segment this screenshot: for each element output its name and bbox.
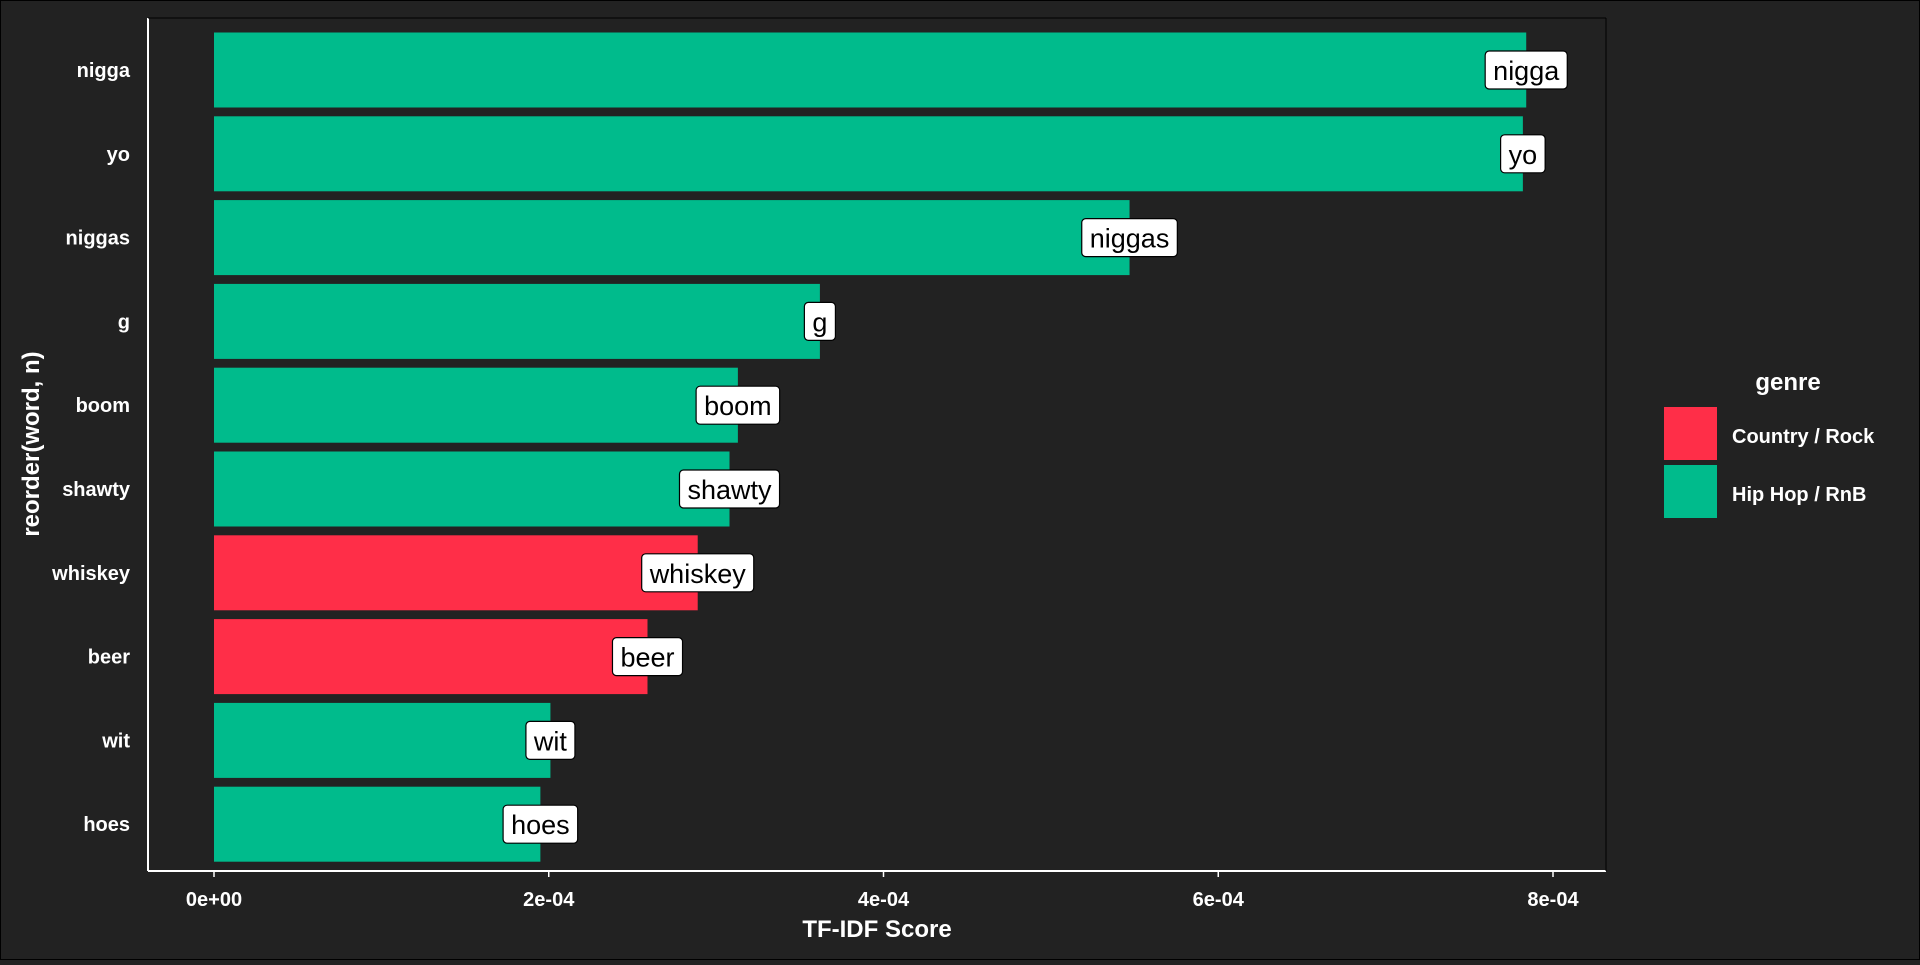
- bar-label-box: [1081, 218, 1178, 258]
- legend-label: Country / Rock: [1732, 426, 1875, 448]
- bar-label-text: niggas: [1090, 224, 1170, 254]
- bar-hoes: [214, 786, 541, 862]
- bar-label-box: [611, 636, 684, 677]
- y-tick-label: shawty: [62, 479, 131, 501]
- legend-swatch: [1664, 465, 1717, 518]
- bar-nigga: [214, 32, 1527, 108]
- bar-label-text: whiskey: [649, 559, 747, 589]
- bar-label-box: [1484, 50, 1568, 90]
- bar-whiskey: [214, 535, 698, 611]
- y-tick-label: g: [118, 311, 130, 333]
- bar-label-box: [641, 553, 755, 593]
- bar-label-box: [525, 720, 576, 761]
- bar-shawty: [214, 451, 730, 527]
- y-axis-title: reorder(word, n): [18, 351, 45, 536]
- y-tick-label: hoes: [83, 814, 130, 836]
- y-tick-label: nigga: [77, 60, 131, 82]
- bar-label-box: [803, 301, 837, 341]
- bar-label-beer: beer: [611, 636, 684, 677]
- bar-label-niggas: niggas: [1081, 218, 1178, 258]
- bar-label-box: [678, 469, 781, 509]
- x-tick-label: 4e-04: [858, 889, 910, 911]
- y-tick-label: niggas: [66, 228, 130, 250]
- y-tick-label: wit: [101, 730, 130, 752]
- bar-labels-layer: nigga yo niggas g boom shawty whiskey beer wit ho…: [502, 50, 1568, 844]
- bar-label-boom: boom: [695, 385, 781, 425]
- y-tick-label: boom: [76, 395, 130, 417]
- x-tick-label: 8e-04: [1527, 889, 1579, 911]
- bar-label-text: nigga: [1493, 56, 1560, 86]
- bar-label-text: wit: [533, 726, 567, 756]
- legend-title: genre: [1755, 369, 1820, 396]
- bar-g: [214, 283, 820, 359]
- legend: genre Country / Rock Hip Hop / RnB: [1664, 369, 1875, 518]
- bar-label-box: [695, 385, 781, 425]
- x-tick-label: 0e+00: [186, 889, 242, 911]
- bar-label-box: [1500, 134, 1546, 174]
- bar-yo: [214, 116, 1523, 192]
- x-tick-label: 2e-04: [523, 889, 575, 911]
- bar-label-text: g: [812, 307, 827, 337]
- y-tick-label: yo: [107, 144, 130, 166]
- bar-label-text: yo: [1509, 140, 1538, 170]
- bar-label-wit: wit: [525, 720, 576, 761]
- bar-label-nigga: nigga: [1484, 50, 1568, 90]
- bar-wit: [214, 702, 551, 778]
- y-tick-label: whiskey: [51, 563, 131, 585]
- bar-label-text: beer: [620, 643, 674, 673]
- legend-swatch: [1664, 407, 1717, 460]
- bar-label-text: shawty: [687, 475, 772, 505]
- bar-label-text: hoes: [511, 810, 570, 840]
- legend-entries: Country / Rock Hip Hop / RnB: [1664, 407, 1875, 518]
- bar-beer: [214, 619, 648, 695]
- bar-label-g: g: [803, 301, 837, 341]
- bar-niggas: [214, 200, 1130, 276]
- x-axis-title: TF-IDF Score: [802, 916, 951, 943]
- y-tick-label: beer: [88, 647, 130, 669]
- x-tick-labels: 0e+00 2e-04 4e-04 6e-04 8e-04: [186, 871, 1579, 911]
- bar-label-yo: yo: [1500, 134, 1546, 174]
- bar-label-box: [502, 804, 579, 844]
- bar-label-whiskey: whiskey: [641, 553, 755, 593]
- bar-label-shawty: shawty: [678, 469, 781, 509]
- bar-label-text: boom: [704, 391, 772, 421]
- bar-label-hoes: hoes: [502, 804, 579, 844]
- bar-boom: [214, 367, 738, 443]
- legend-label: Hip Hop / RnB: [1732, 484, 1866, 506]
- x-tick-label: 6e-04: [1193, 889, 1245, 911]
- y-tick-labels: nigga yo niggas g boom shawty whiskey beer wit ho…: [51, 60, 131, 836]
- bars-layer: [214, 32, 1527, 862]
